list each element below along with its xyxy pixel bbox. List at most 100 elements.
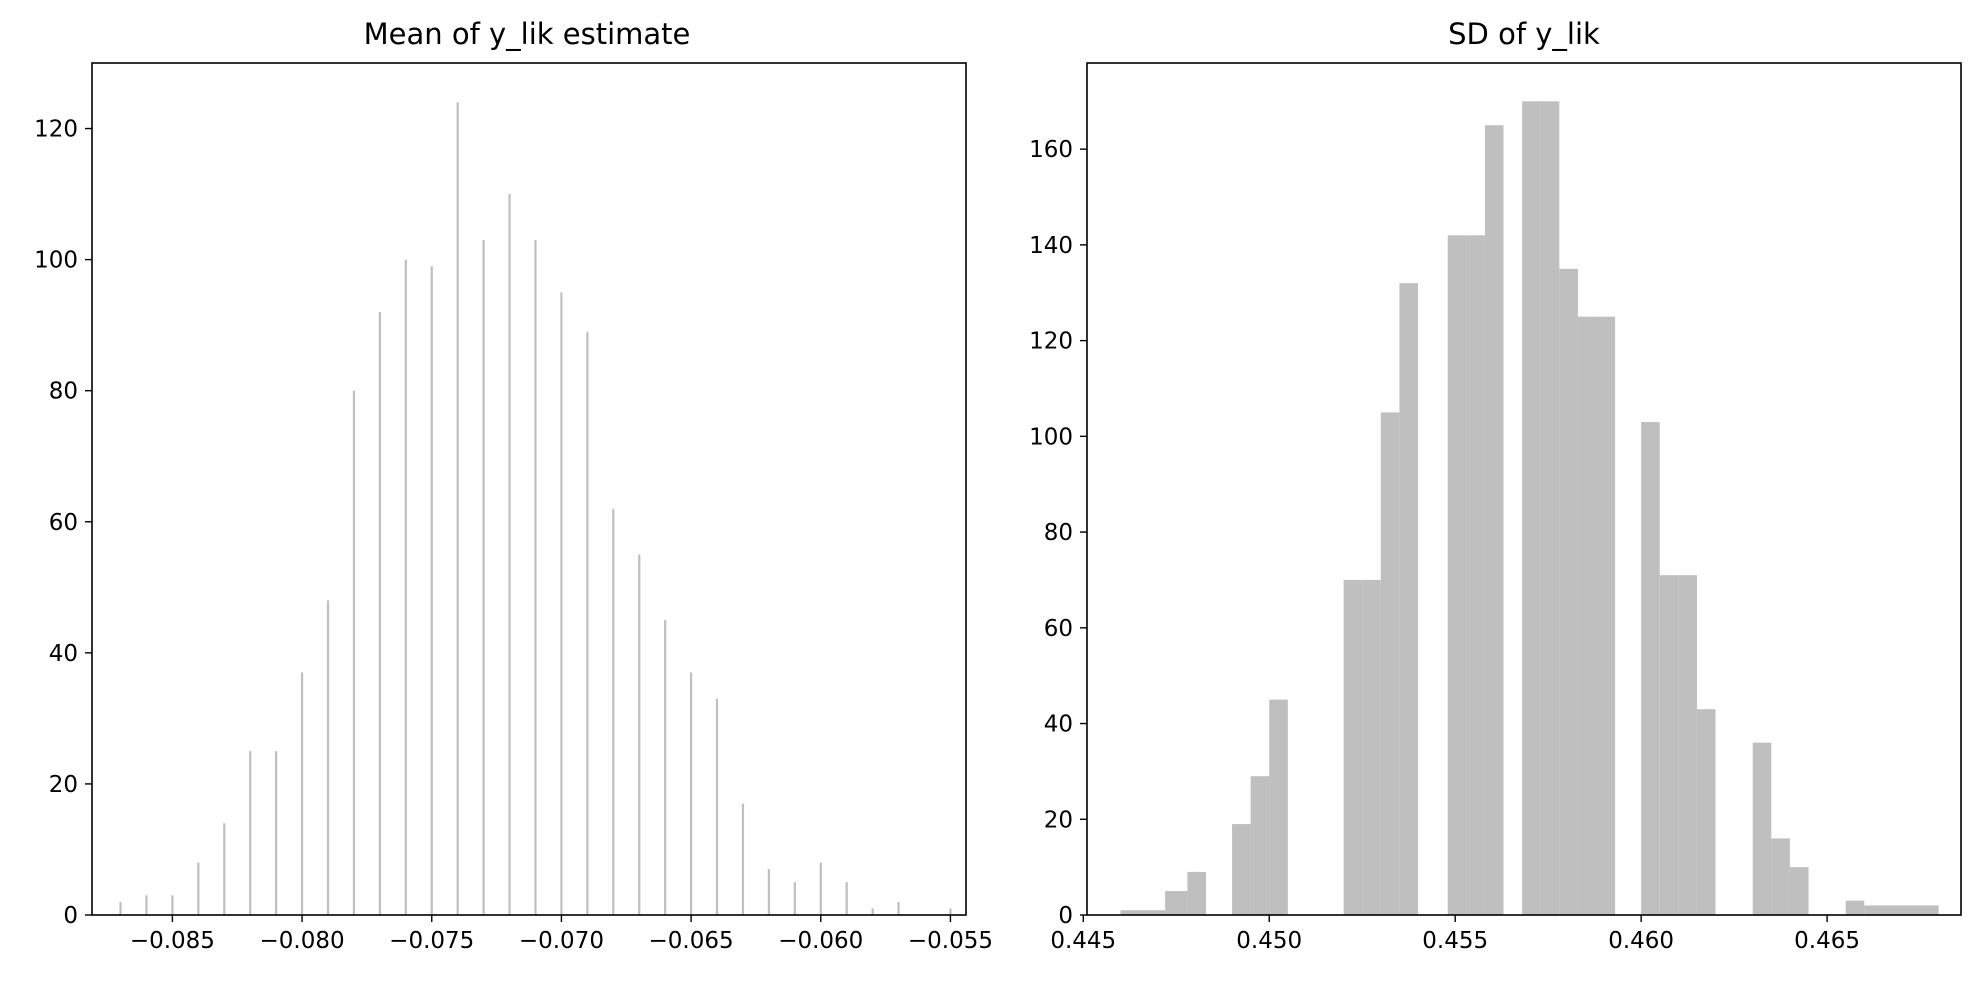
mean-histogram-bar [300, 672, 304, 915]
mean-histogram-bar [560, 292, 563, 915]
mean-histogram-bar [275, 751, 278, 915]
mean-histogram-bar [819, 862, 822, 915]
sd-histogram-bar [1269, 699, 1288, 915]
mean-histogram-bar [949, 908, 952, 915]
sd-histogram-x-tick-label: 0.455 [1422, 928, 1488, 954]
mean-histogram-bar [456, 102, 459, 915]
sd-histogram-bar [1678, 575, 1697, 915]
sd-histogram-x-tick-label: 0.465 [1794, 928, 1860, 954]
sd-histogram-bar [1362, 579, 1381, 915]
mean-histogram-y-tick-label: 20 [49, 772, 78, 798]
sd-histogram-x-tick-label: 0.460 [1608, 928, 1674, 954]
sd-histogram-bar [1771, 838, 1790, 915]
mean-histogram-bar [612, 508, 615, 915]
sd-histogram-bar [1250, 776, 1270, 915]
mean-histogram-bar [586, 331, 589, 916]
mean-histogram-bar [223, 823, 226, 915]
mean-histogram-y-tick-label: 0 [63, 903, 78, 929]
sd-histogram-bar [1343, 579, 1363, 915]
sd-histogram-bar [1540, 101, 1560, 916]
mean-histogram-bar [715, 698, 719, 915]
mean-histogram-bar [897, 901, 900, 915]
mean-histogram-x-tick-label: −0.075 [389, 928, 474, 954]
mean-histogram-bar [767, 869, 770, 915]
sd-histogram-title: SD of y_lik [1448, 17, 1600, 51]
sd-histogram-bars [1120, 101, 1939, 916]
mean-histogram-x-tick-label: −0.055 [908, 928, 993, 954]
sd-histogram-bar [1596, 316, 1616, 915]
sd-histogram-bar [1466, 235, 1485, 915]
sd-histogram-y-tick-label: 160 [1029, 137, 1073, 163]
sd-histogram-plot-area [1086, 62, 1962, 916]
sd-histogram-bar [1752, 742, 1772, 915]
mean-histogram-y-axis: 0 20 40 60 80 100 120 [34, 117, 92, 929]
sd-histogram-y-tick-label: 40 [1044, 712, 1073, 738]
mean-histogram-panel: Mean of y_lik estimate −0.085 −0.080 −0.07… [34, 17, 993, 954]
sd-histogram-bar [1845, 900, 1865, 915]
mean-histogram-bar [741, 803, 745, 915]
mean-histogram-bar [145, 895, 148, 915]
sd-histogram-bar [1447, 235, 1467, 915]
sd-histogram-bar [1380, 412, 1400, 915]
mean-histogram-plot-area [91, 62, 967, 916]
mean-histogram-y-tick-label: 40 [49, 641, 78, 667]
sd-histogram-y-tick-label: 120 [1029, 329, 1073, 355]
mean-histogram-y-tick-label: 100 [34, 248, 78, 274]
sd-histogram-y-axis: 0 20 40 60 80 100 120 140 160 [1029, 137, 1087, 929]
mean-histogram-bar [689, 672, 693, 915]
mean-histogram-bars [119, 102, 952, 916]
sd-histogram-panel: SD of y_lik 0.445 0.450 0.455 0.460 0.465 0 2… [1029, 17, 1962, 954]
sd-histogram-y-tick-label: 60 [1044, 616, 1073, 642]
sd-histogram-y-tick-label: 0 [1058, 903, 1073, 929]
mean-histogram-bar [638, 554, 641, 915]
sd-histogram-y-tick-label: 100 [1029, 424, 1073, 450]
mean-histogram-x-tick-label: −0.080 [260, 928, 345, 954]
sd-histogram-bar [1165, 891, 1188, 915]
sd-histogram-bar [1522, 101, 1541, 916]
sd-histogram-bar [1789, 867, 1809, 915]
sd-histogram-bar [1901, 905, 1939, 915]
mean-histogram-x-tick-label: −0.070 [519, 928, 604, 954]
sd-histogram-bar [1120, 910, 1166, 915]
sd-histogram-x-tick-label: 0.445 [1050, 928, 1116, 954]
mean-histogram-y-tick-label: 80 [49, 379, 78, 405]
sd-histogram-bar [1232, 824, 1251, 915]
mean-histogram-x-tick-label: −0.065 [649, 928, 734, 954]
sd-histogram-bar [1696, 709, 1716, 915]
sd-histogram-x-axis: 0.445 0.450 0.455 0.460 0.465 [1050, 915, 1860, 954]
mean-histogram-y-tick-label: 120 [34, 117, 78, 143]
sd-histogram-bar [1641, 421, 1660, 915]
sd-histogram-bar [1559, 268, 1578, 915]
sd-histogram-bar [1577, 316, 1597, 915]
mean-histogram-x-tick-label: −0.060 [778, 928, 863, 954]
mean-histogram-bar [793, 882, 796, 915]
mean-histogram-y-tick-label: 60 [49, 510, 78, 536]
sd-histogram-bar [1484, 125, 1504, 916]
sd-histogram-bar [1187, 871, 1207, 915]
mean-histogram-bar [430, 266, 433, 915]
mean-histogram-bar [119, 901, 122, 915]
mean-histogram-x-axis: −0.085 −0.080 −0.075 −0.070 −0.065 −0.060 −0.0… [130, 915, 993, 954]
mean-histogram-bar [845, 882, 848, 915]
mean-histogram-bar [249, 751, 252, 915]
mean-histogram-x-tick-label: −0.085 [130, 928, 215, 954]
sd-histogram-bar [1864, 905, 1902, 915]
mean-histogram-bar [482, 239, 485, 915]
sd-histogram-x-tick-label: 0.450 [1236, 928, 1302, 954]
mean-histogram-bar [171, 895, 174, 915]
mean-histogram-bar [197, 862, 200, 915]
mean-histogram-bar [534, 239, 537, 915]
mean-histogram-bar [404, 259, 407, 915]
sd-histogram-y-tick-label: 140 [1029, 233, 1073, 259]
sd-histogram-bar [1659, 575, 1679, 915]
mean-histogram-bar [352, 390, 356, 915]
mean-histogram-title: Mean of y_lik estimate [364, 17, 691, 51]
sd-histogram-y-tick-label: 20 [1044, 807, 1073, 833]
mean-histogram-bar [378, 312, 381, 915]
mean-histogram-bar [508, 194, 511, 915]
sd-histogram-y-tick-label: 80 [1044, 520, 1073, 546]
mean-histogram-bar [664, 620, 667, 915]
sd-histogram-bar [1399, 283, 1419, 915]
mean-histogram-bar [871, 908, 874, 915]
